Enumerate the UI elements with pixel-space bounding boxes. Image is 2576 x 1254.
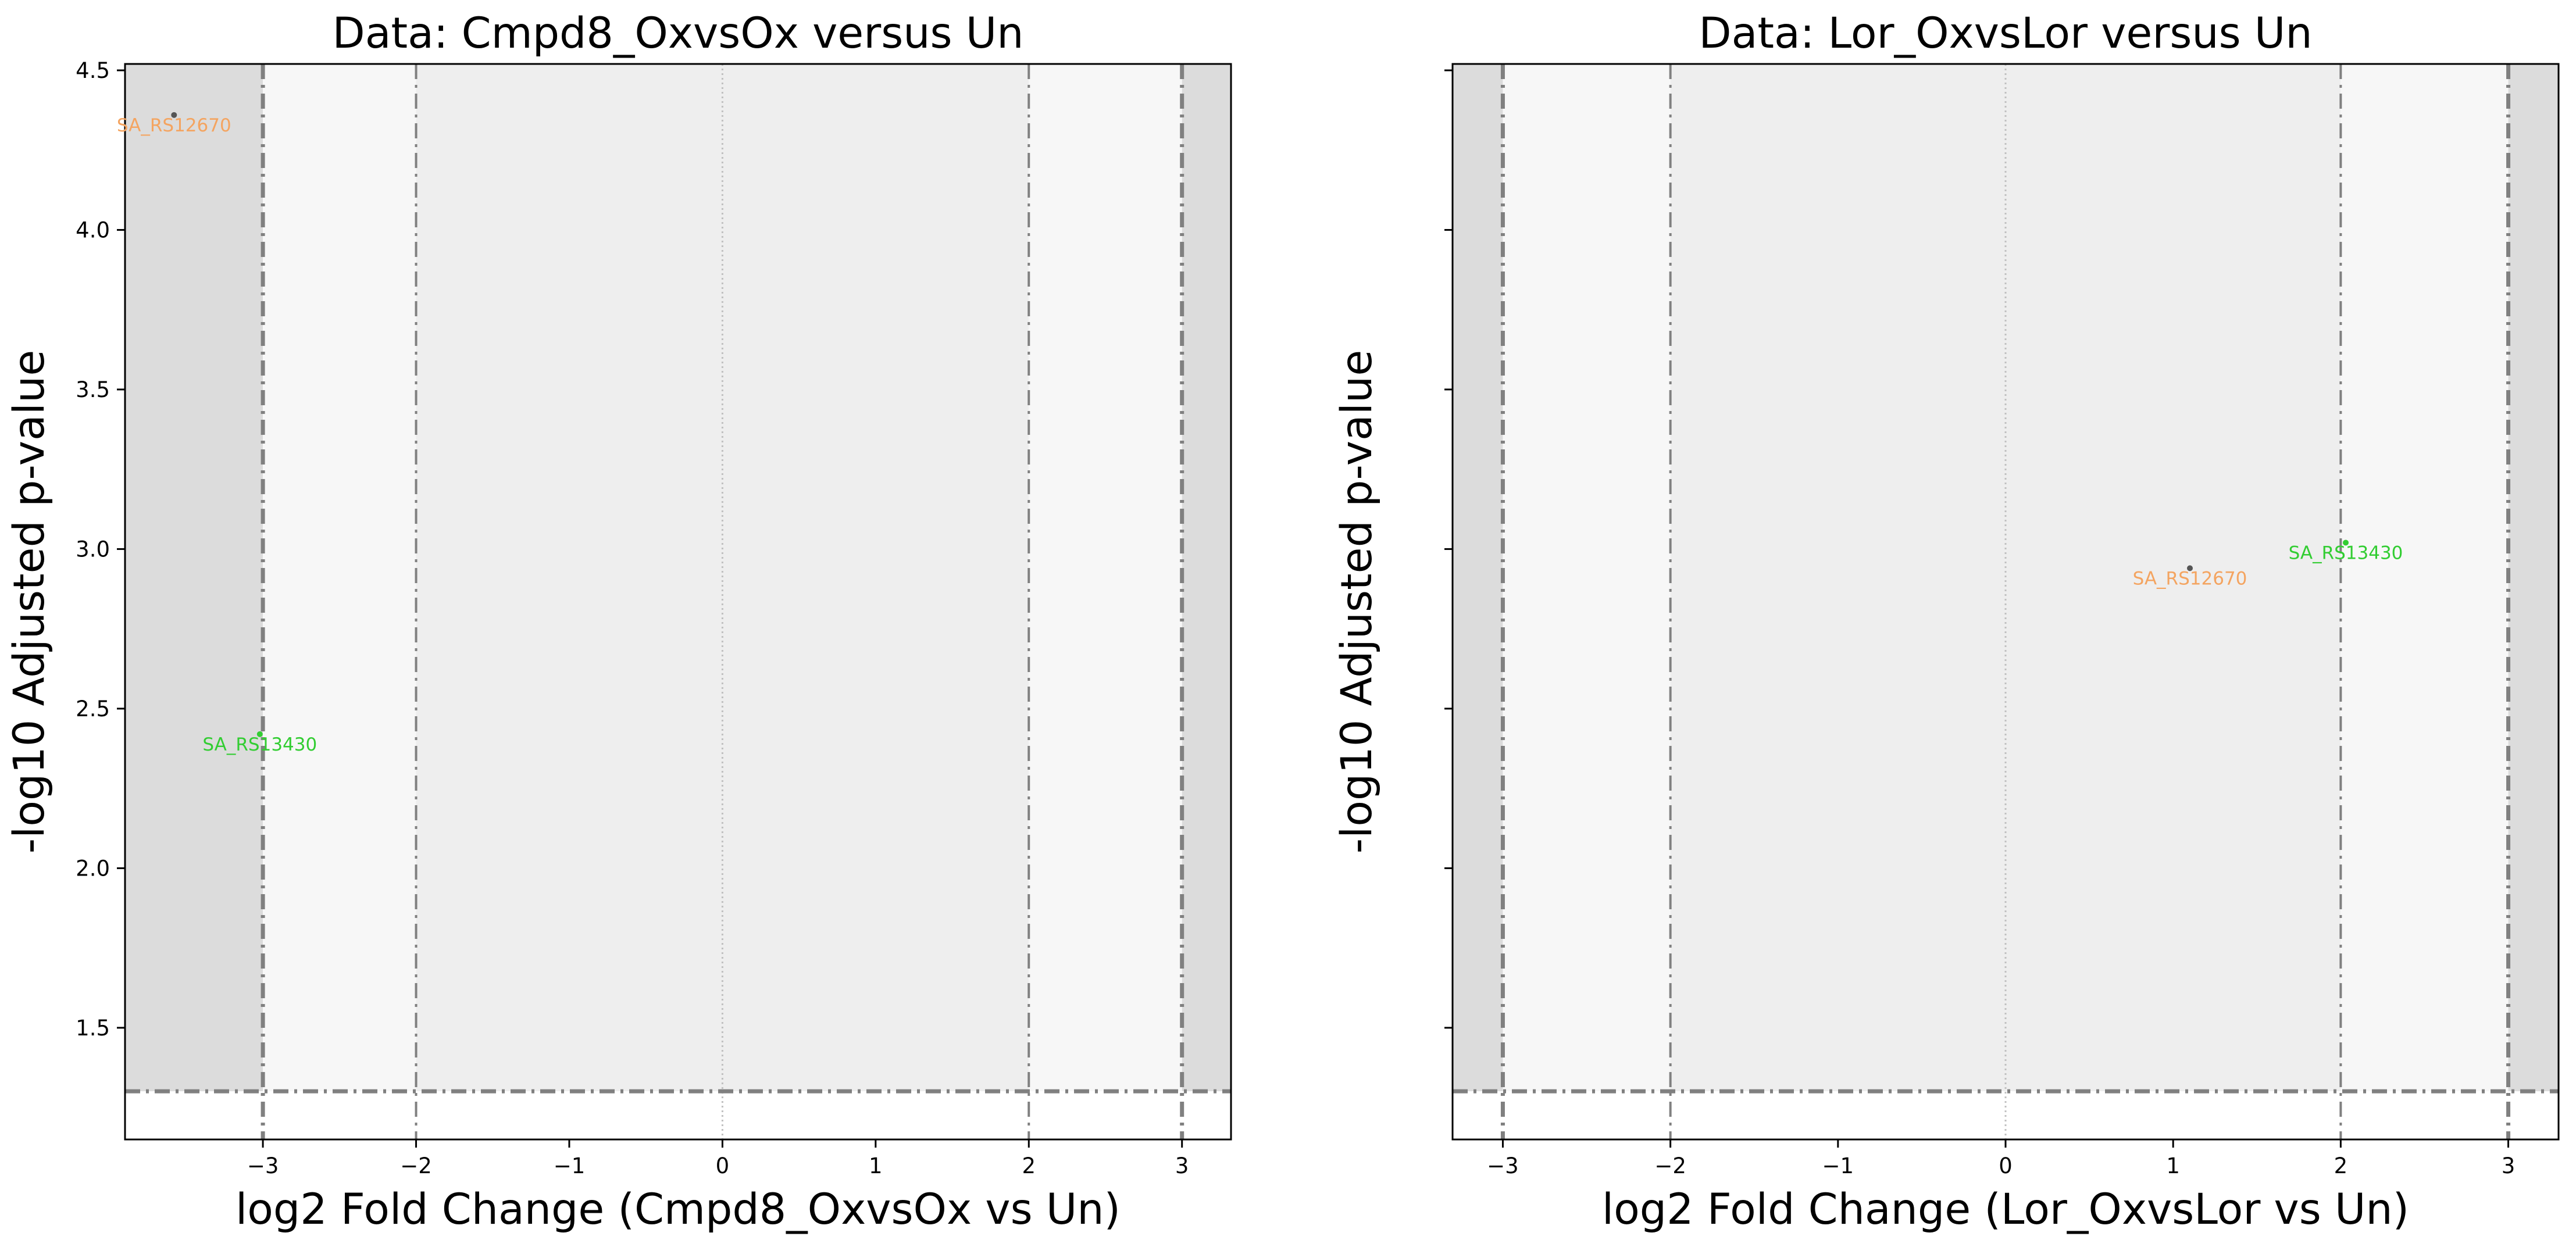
x-axis-label: log2 Fold Change (Lor_OxvsLor vs Un) <box>1602 1185 2409 1234</box>
y-tick-label: 2.5 <box>76 696 110 721</box>
x-axis-label: log2 Fold Change (Cmpd8_OxvsOx vs Un) <box>236 1185 1121 1234</box>
y-tick-label: 1.5 <box>76 1016 110 1041</box>
volcano-panel-2: −3 −2 −1 0 1 2 3 Data: Lor_OxvsLor versus Un log… <box>1332 9 2560 1234</box>
x-tick-label: −3 <box>247 1153 279 1178</box>
x-tick-label: 1 <box>869 1153 883 1178</box>
x-tick-label: 2 <box>1022 1153 1036 1178</box>
x-tick-label: −2 <box>400 1153 432 1178</box>
data-point <box>171 112 177 118</box>
data-point-label: SA_RS12670 <box>117 115 231 136</box>
volcano-panel-1: −3 −2 −1 0 1 2 3 1.5 2.0 2.5 3.0 3.5 4.0 4.5 Data: Cmp… <box>5 9 1232 1234</box>
chart-title: Data: Lor_OxvsLor versus Un <box>1699 9 2312 58</box>
x-tick-label: 3 <box>1175 1153 1189 1178</box>
middle-band-right <box>2340 64 2509 1092</box>
y-tick-label: 2.0 <box>76 856 110 881</box>
y-tick-label: 3.0 <box>76 537 110 562</box>
outer-band-right <box>2508 64 2559 1092</box>
x-tick-label: −2 <box>1654 1153 1686 1178</box>
outer-band-right <box>1182 64 1231 1092</box>
outer-band-left <box>1453 64 1503 1092</box>
middle-band-left <box>1503 64 1671 1092</box>
y-axis-label: -log10 Adjusted p-value <box>5 350 54 853</box>
data-point-label: SA_RS12670 <box>2133 568 2247 589</box>
x-tick-label: −3 <box>1487 1153 1519 1178</box>
middle-band-left <box>263 64 416 1092</box>
x-tick-label: −1 <box>554 1153 586 1178</box>
data-point <box>2343 540 2349 546</box>
data-point-label: SA_RS13430 <box>2289 542 2403 563</box>
y-tick-label: 4.0 <box>76 217 110 242</box>
x-tick-label: 1 <box>2166 1153 2180 1178</box>
x-tick-label: 0 <box>1999 1153 2013 1178</box>
x-tick-label: 0 <box>716 1153 730 1178</box>
x-tick-label: 3 <box>2502 1153 2516 1178</box>
middle-band-right <box>1029 64 1182 1092</box>
data-point <box>256 731 263 737</box>
chart-title: Data: Cmpd8_OxvsOx versus Un <box>333 9 1024 58</box>
x-tick-label: 2 <box>2334 1153 2348 1178</box>
y-tick-label: 3.5 <box>76 377 110 402</box>
plot-frame <box>124 63 1232 1141</box>
y-axis-label: -log10 Adjusted p-value <box>1332 350 1382 853</box>
outer-band-left <box>125 64 263 1092</box>
x-tick-label: −1 <box>1822 1153 1854 1178</box>
data-point <box>2187 565 2193 571</box>
data-point-label: SA_RS13430 <box>202 734 317 755</box>
y-tick-label: 4.5 <box>76 58 110 83</box>
